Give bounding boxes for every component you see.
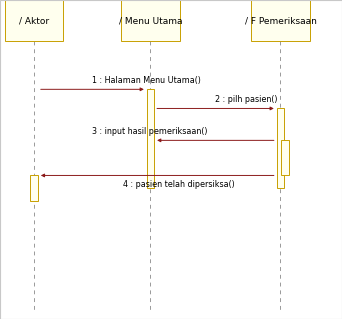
Text: / F Pemeriksaan: / F Pemeriksaan — [245, 16, 316, 25]
Bar — [277, 108, 284, 188]
Text: / Menu Utama: / Menu Utama — [119, 16, 182, 25]
Bar — [281, 140, 289, 175]
Text: 1 : Halaman Menu Utama(): 1 : Halaman Menu Utama() — [92, 76, 201, 85]
Text: / Aktor: / Aktor — [19, 16, 49, 25]
Bar — [251, 0, 310, 41]
Bar — [147, 89, 154, 188]
Text: 3 : input hasil pemeriksaan(): 3 : input hasil pemeriksaan() — [92, 127, 208, 136]
Bar — [30, 175, 38, 201]
Bar — [5, 0, 63, 41]
Text: 4 : pasien telah dipersiksa(): 4 : pasien telah dipersiksa() — [123, 180, 235, 189]
Text: 2 : pilh pasien(): 2 : pilh pasien() — [215, 95, 278, 104]
Bar — [121, 0, 180, 41]
